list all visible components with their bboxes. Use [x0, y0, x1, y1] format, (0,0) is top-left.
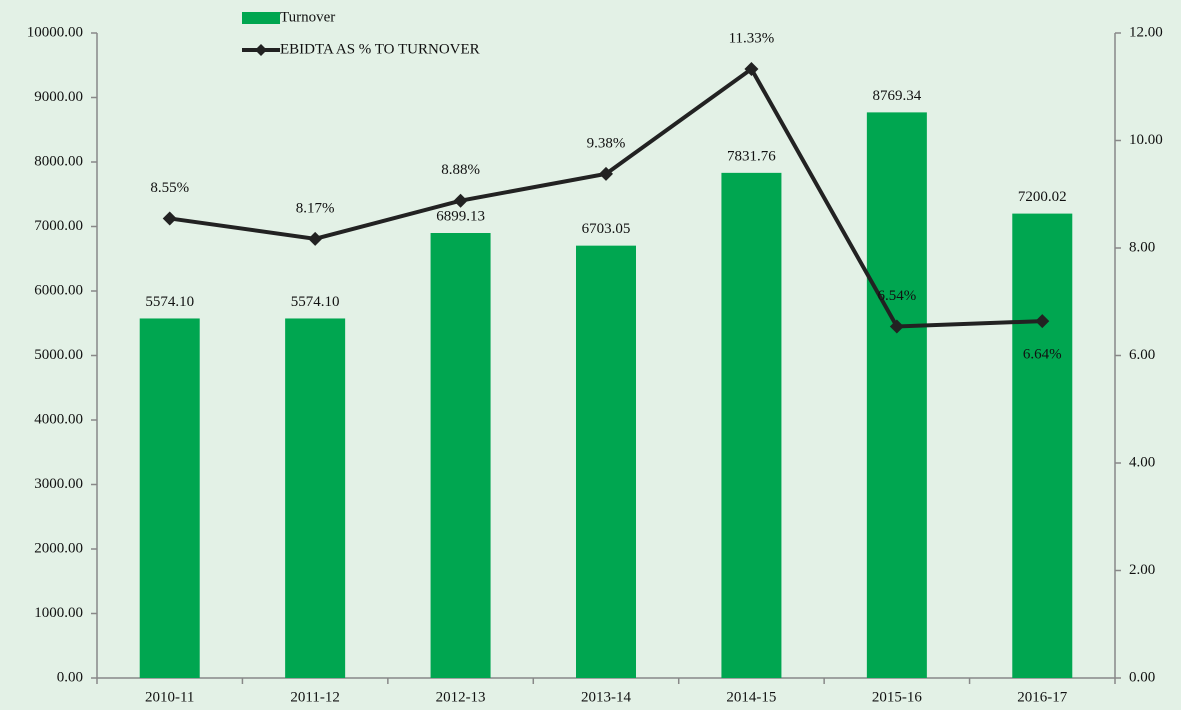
y2-tick-label: 6.00: [1129, 347, 1155, 363]
bar: [866, 112, 927, 679]
legend-swatch: [242, 12, 280, 24]
line-marker: [744, 62, 759, 77]
legend-label: Turnover: [280, 9, 335, 25]
x-tick-label: 2012-13: [436, 689, 486, 705]
y-tick-label: 7000.00: [34, 218, 83, 234]
line-value-label: 8.88%: [441, 162, 480, 178]
y-tick-label: 3000.00: [34, 476, 83, 492]
line-marker: [889, 319, 904, 334]
y-tick-label: 6000.00: [34, 282, 83, 298]
x-tick-label: 2016-17: [1017, 689, 1067, 705]
bar-value-label: 5574.10: [145, 294, 194, 310]
bar: [576, 245, 636, 679]
bar-value-label: 6703.05: [582, 221, 631, 237]
bar: [139, 318, 200, 678]
y2-tick-label: 10.00: [1129, 132, 1163, 148]
bar: [285, 318, 346, 678]
y2-tick-label: 4.00: [1129, 454, 1155, 470]
x-tick-label: 2011-12: [290, 689, 339, 705]
line-value-label: 6.64%: [1023, 347, 1062, 363]
line-marker: [599, 166, 613, 181]
y2-tick-label: 8.00: [1129, 239, 1155, 255]
y-tick-label: 4000.00: [34, 411, 83, 427]
x-tick-label: 2014-15: [726, 689, 776, 705]
y-tick-label: 0.00: [57, 669, 83, 685]
bar: [721, 172, 782, 678]
line-marker: [453, 193, 468, 208]
bar-value-label: 8769.34: [872, 88, 921, 104]
y-tick-label: 5000.00: [34, 347, 83, 363]
y2-tick-label: 2.00: [1129, 562, 1155, 578]
x-tick-label: 2013-14: [581, 689, 631, 705]
bar-value-label: 7831.76: [727, 148, 776, 164]
line-value-label: 8.55%: [150, 180, 189, 196]
y-tick-label: 1000.00: [34, 605, 83, 621]
x-tick-label: 2010-11: [145, 689, 194, 705]
legend-marker: [255, 44, 267, 56]
line-marker: [162, 211, 177, 226]
y-tick-label: 8000.00: [34, 153, 83, 169]
y-tick-label: 2000.00: [34, 540, 83, 556]
y2-tick-label: 12.00: [1129, 24, 1163, 40]
bar-value-label: 7200.02: [1018, 189, 1067, 205]
line-value-label: 9.38%: [587, 135, 626, 151]
line-value-label: 11.33%: [729, 30, 775, 46]
bar-value-label: 5574.10: [291, 294, 340, 310]
bar-value-label: 6899.13: [436, 208, 485, 224]
line-value-label: 8.17%: [296, 200, 335, 216]
line-value-label: 6.54%: [877, 288, 916, 304]
y2-tick-label: 0.00: [1129, 669, 1155, 685]
bar: [1012, 213, 1073, 679]
legend-label: EBIDTA AS % TO TURNOVER: [280, 41, 480, 57]
line-marker: [1035, 314, 1050, 329]
y-tick-label: 10000.00: [27, 24, 83, 40]
line-marker: [308, 231, 323, 246]
bar: [430, 233, 491, 679]
x-tick-label: 2015-16: [872, 689, 922, 705]
y-tick-label: 9000.00: [34, 89, 83, 105]
